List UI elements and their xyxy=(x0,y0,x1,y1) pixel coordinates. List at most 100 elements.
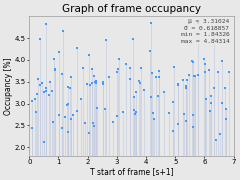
Point xyxy=(190,59,194,62)
Point xyxy=(48,80,52,83)
Point xyxy=(79,97,83,100)
Point xyxy=(115,71,119,74)
Point xyxy=(202,58,206,61)
Point xyxy=(196,22,199,25)
Point xyxy=(60,127,64,129)
Point xyxy=(209,102,213,105)
Point xyxy=(134,111,138,114)
Point xyxy=(187,73,191,76)
Point xyxy=(87,132,91,135)
Point xyxy=(192,75,195,78)
Point xyxy=(124,63,128,66)
Point xyxy=(132,109,136,112)
Point xyxy=(52,58,56,61)
Point xyxy=(38,38,42,40)
Point xyxy=(162,91,166,93)
Point xyxy=(84,122,87,125)
Point xyxy=(157,76,161,79)
Point xyxy=(224,118,228,121)
Point xyxy=(224,108,228,111)
Point xyxy=(133,113,137,116)
Point xyxy=(218,132,222,135)
Point xyxy=(220,101,224,104)
Point xyxy=(204,97,208,100)
Point xyxy=(152,118,156,120)
Point xyxy=(191,60,194,63)
Point xyxy=(61,30,65,32)
Point xyxy=(181,78,185,81)
Point xyxy=(129,66,132,69)
Point xyxy=(150,72,154,75)
Point xyxy=(228,70,231,73)
Text: μ = 3.31024
σ = 0.618857
min = 1.84326
max = 4.84314: μ = 3.31024 σ = 0.618857 min = 1.84326 m… xyxy=(181,19,229,44)
Point xyxy=(139,66,143,69)
Point xyxy=(176,83,180,86)
Point xyxy=(90,82,94,84)
Point xyxy=(149,96,153,99)
Point xyxy=(75,110,79,113)
Point xyxy=(197,73,200,76)
Point xyxy=(128,77,132,80)
Point xyxy=(44,89,48,92)
Point xyxy=(184,120,188,122)
Point xyxy=(57,113,61,116)
Point xyxy=(30,100,34,103)
Point xyxy=(171,130,175,132)
Point xyxy=(184,84,188,87)
Point xyxy=(87,53,91,56)
Point xyxy=(171,101,175,103)
Point xyxy=(68,87,72,90)
Point xyxy=(34,110,38,113)
Point xyxy=(104,38,108,41)
Point xyxy=(117,57,121,60)
Point xyxy=(51,90,54,93)
Point xyxy=(44,87,48,90)
Point xyxy=(66,104,69,107)
Point xyxy=(33,98,37,101)
Point xyxy=(220,59,224,62)
Point xyxy=(92,124,96,127)
Point xyxy=(111,121,115,124)
Point xyxy=(94,82,98,85)
Point xyxy=(90,68,94,70)
Point xyxy=(66,130,70,133)
Point xyxy=(41,82,44,85)
Point xyxy=(142,88,146,91)
Point xyxy=(176,122,180,125)
Point xyxy=(193,75,197,78)
Point xyxy=(149,22,153,25)
Point xyxy=(176,84,180,87)
Point xyxy=(173,66,176,68)
Point xyxy=(44,22,48,25)
Point xyxy=(151,112,155,115)
Point xyxy=(154,76,158,78)
Title: Graph of frame occupancy: Graph of frame occupancy xyxy=(62,4,201,14)
Point xyxy=(216,70,220,73)
Point xyxy=(212,86,216,89)
Point xyxy=(81,67,85,69)
Point xyxy=(192,114,195,117)
Point xyxy=(35,93,39,96)
Point xyxy=(192,126,195,129)
Point xyxy=(36,78,40,81)
Point xyxy=(131,37,135,40)
Point xyxy=(212,26,216,29)
Point xyxy=(148,49,152,52)
Point xyxy=(193,75,197,78)
Point xyxy=(92,75,96,77)
Point xyxy=(107,76,111,79)
Point xyxy=(53,67,57,70)
Point xyxy=(215,139,218,142)
Point xyxy=(47,94,50,97)
Point xyxy=(157,69,161,72)
Point xyxy=(209,109,212,112)
Point xyxy=(60,73,64,76)
Point xyxy=(88,84,91,87)
Y-axis label: Occupancy [%]: Occupancy [%] xyxy=(4,57,13,115)
Point xyxy=(185,79,189,82)
Point xyxy=(138,79,141,82)
Point xyxy=(102,108,106,111)
Point xyxy=(63,115,67,118)
Point xyxy=(93,81,97,84)
Point xyxy=(116,67,120,70)
